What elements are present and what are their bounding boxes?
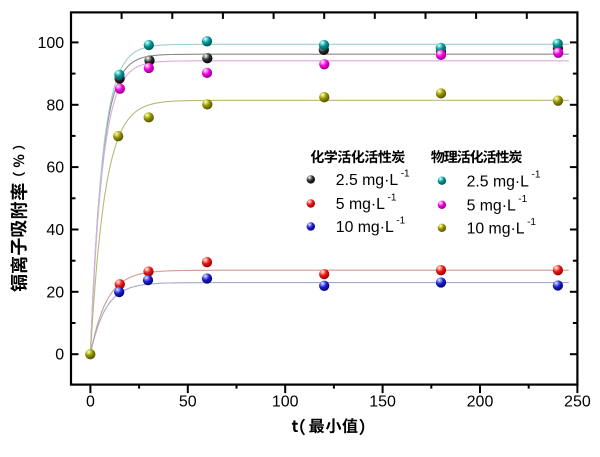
svg-text:60: 60 (46, 160, 64, 177)
svg-text:0: 0 (55, 347, 64, 364)
svg-text:250: 250 (564, 394, 591, 411)
svg-text:20: 20 (46, 284, 64, 301)
svg-text:5 mg·L: 5 mg·L (336, 196, 385, 213)
svg-text:-1: -1 (388, 193, 397, 204)
svg-text:100: 100 (272, 394, 299, 411)
svg-text:200: 200 (467, 394, 494, 411)
svg-text:80: 80 (46, 97, 64, 114)
svg-text:5 mg·L: 5 mg·L (467, 198, 516, 215)
svg-text:-1: -1 (527, 217, 536, 228)
svg-text:0: 0 (86, 394, 95, 411)
svg-text:10 mg·L: 10 mg·L (336, 219, 394, 236)
svg-text:150: 150 (369, 394, 396, 411)
svg-text:2.5 mg·L: 2.5 mg·L (336, 172, 399, 189)
svg-text:10 mg·L: 10 mg·L (467, 221, 525, 238)
svg-text:100: 100 (37, 35, 64, 52)
svg-text:40: 40 (46, 222, 64, 239)
svg-text:2.5 mg·L: 2.5 mg·L (467, 173, 530, 190)
svg-text:-1: -1 (401, 168, 410, 179)
svg-text:-1: -1 (396, 216, 405, 227)
svg-text:-1: -1 (518, 194, 527, 205)
svg-text:-1: -1 (532, 170, 541, 181)
svg-text:50: 50 (179, 394, 197, 411)
